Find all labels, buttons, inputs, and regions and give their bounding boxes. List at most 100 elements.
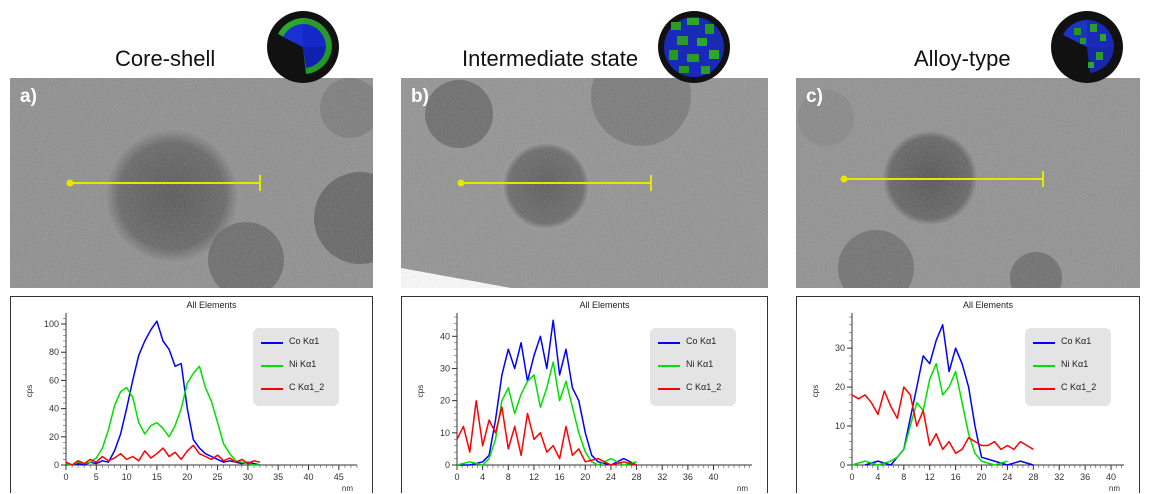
legend-item-c: C Kα1_2 bbox=[261, 382, 337, 396]
panel-c: Alloy-type c) bbox=[796, 0, 1150, 493]
tem-image: b) bbox=[401, 78, 768, 288]
x-tick-label: 32 bbox=[657, 472, 667, 482]
x-tick-label: 28 bbox=[1028, 472, 1038, 482]
series-line-ni bbox=[456, 361, 637, 466]
series-line-co bbox=[65, 320, 261, 466]
series-line-c bbox=[851, 386, 1034, 455]
x-tick-label: 20 bbox=[580, 472, 590, 482]
x-tick-label: 16 bbox=[555, 472, 565, 482]
y-tick-label: 40 bbox=[440, 331, 450, 341]
chart-svg: All Elements 0 4 8 12 16 20 24 28 32 36 40 0 10 20 30 cp… bbox=[811, 300, 1124, 493]
legend-item-co: Co Kα1 bbox=[261, 336, 337, 350]
x-tick-label: 40 bbox=[303, 472, 313, 482]
series-line-ni bbox=[851, 362, 1008, 466]
x-tick-label: 25 bbox=[213, 472, 223, 482]
alloy-sphere-icon bbox=[1050, 10, 1124, 84]
core-shell-sphere-icon bbox=[266, 10, 340, 84]
x-tick-label: 30 bbox=[243, 472, 253, 482]
x-tick-label: 16 bbox=[951, 472, 961, 482]
panel-heading: Alloy-type bbox=[914, 46, 1011, 71]
x-tick-label: 12 bbox=[925, 472, 935, 482]
legend-item-c: C Kα1_2 bbox=[1033, 382, 1109, 396]
x-tick-label: 4 bbox=[480, 472, 485, 482]
chart-svg: All Elements 0 5 10 15 20 25 30 35 40 45 0 20 40 60 80 1… bbox=[25, 300, 358, 493]
y-tick-label: 0 bbox=[840, 460, 845, 470]
y-tick-label: 20 bbox=[440, 396, 450, 406]
legend-item-co: Co Kα1 bbox=[658, 336, 734, 350]
legend-item-ni: Ni Kα1 bbox=[658, 359, 734, 373]
x-tick-label: 36 bbox=[1080, 472, 1090, 482]
y-tick-label: 80 bbox=[49, 347, 59, 357]
panel-b: Intermediate state b) bbox=[401, 0, 776, 493]
panel-label: c) bbox=[806, 86, 823, 107]
tem-image: c) bbox=[796, 78, 1140, 288]
x-tick-label: 8 bbox=[506, 472, 511, 482]
x-tick-label: 20 bbox=[977, 472, 987, 482]
x-tick-label: 12 bbox=[529, 472, 539, 482]
tem-image: a) bbox=[10, 78, 373, 288]
x-axis-label: nm bbox=[737, 484, 748, 493]
chart-svg: All Elements 0 4 8 12 16 20 24 28 32 36 40 0 10 20 30 40… bbox=[416, 300, 752, 493]
y-tick-label: 0 bbox=[54, 460, 59, 470]
y-tick-label: 30 bbox=[440, 363, 450, 373]
chart-title: All Elements bbox=[579, 300, 630, 310]
legend-item-co: Co Kα1 bbox=[1033, 336, 1109, 350]
x-axis-label: nm bbox=[342, 484, 353, 493]
y-axis-label: cps bbox=[811, 385, 820, 397]
x-tick-label: 10 bbox=[122, 472, 132, 482]
x-tick-label: 4 bbox=[875, 472, 880, 482]
chart-title: All Elements bbox=[186, 300, 237, 310]
x-tick-label: 20 bbox=[182, 472, 192, 482]
x-tick-label: 40 bbox=[709, 472, 719, 482]
series-line-co bbox=[864, 324, 1034, 466]
panel-heading: Intermediate state bbox=[462, 46, 639, 71]
x-axis-label: nm bbox=[1109, 484, 1120, 493]
x-tick-label: 35 bbox=[273, 472, 283, 482]
intermediate-sphere-icon bbox=[657, 10, 731, 84]
y-tick-label: 0 bbox=[445, 460, 450, 470]
x-tick-label: 15 bbox=[152, 472, 162, 482]
y-tick-label: 10 bbox=[440, 428, 450, 438]
x-tick-label: 32 bbox=[1054, 472, 1064, 482]
chart-title: All Elements bbox=[963, 300, 1014, 310]
legend-item-ni: Ni Kα1 bbox=[1033, 359, 1109, 373]
x-tick-label: 24 bbox=[606, 472, 616, 482]
series-line-co bbox=[457, 319, 637, 466]
y-tick-label: 20 bbox=[835, 382, 845, 392]
line-scan-chart: All Elements 0 4 8 12 16 20 24 28 32 36 40 0 10 20 30 cp… bbox=[796, 296, 1140, 493]
y-tick-label: 30 bbox=[835, 343, 845, 353]
panel-heading: Core-shell bbox=[115, 46, 216, 71]
x-tick-label: 0 bbox=[454, 472, 459, 482]
legend-item-ni: Ni Kα1 bbox=[261, 359, 337, 373]
legend-item-c: C Kα1_2 bbox=[658, 382, 734, 396]
line-scan-chart: All Elements 0 4 8 12 16 20 24 28 32 36 40 0 10 20 30 40… bbox=[401, 296, 768, 493]
chart-legend: Co Kα1 Ni Kα1 C Kα1_2 bbox=[253, 328, 339, 406]
x-tick-label: 0 bbox=[849, 472, 854, 482]
tem-micrograph bbox=[401, 78, 768, 288]
y-tick-label: 100 bbox=[44, 319, 59, 329]
panel-label: a) bbox=[20, 86, 37, 107]
x-tick-label: 45 bbox=[334, 472, 344, 482]
x-tick-label: 8 bbox=[901, 472, 906, 482]
panel-a: Core-shell a) bbox=[10, 0, 385, 493]
series-line-c bbox=[456, 399, 637, 466]
line-scan-chart: All Elements 0 5 10 15 20 25 30 35 40 45 0 20 40 60 80 1… bbox=[10, 296, 373, 493]
chart-legend: Co Kα1 Ni Kα1 C Kα1_2 bbox=[650, 328, 736, 406]
y-tick-label: 40 bbox=[49, 404, 59, 414]
tem-micrograph bbox=[10, 78, 373, 288]
x-tick-label: 40 bbox=[1106, 472, 1116, 482]
series-line-ni bbox=[65, 365, 260, 466]
y-axis-label: cps bbox=[25, 385, 34, 397]
x-tick-label: 0 bbox=[63, 472, 68, 482]
chart-legend: Co Kα1 Ni Kα1 C Kα1_2 bbox=[1025, 328, 1111, 406]
x-tick-label: 28 bbox=[632, 472, 642, 482]
x-tick-label: 5 bbox=[94, 472, 99, 482]
y-tick-label: 10 bbox=[835, 421, 845, 431]
tem-micrograph bbox=[796, 78, 1140, 288]
series-line-c bbox=[65, 444, 261, 466]
y-tick-label: 20 bbox=[49, 432, 59, 442]
panel-label: b) bbox=[411, 86, 429, 107]
y-axis-label: cps bbox=[416, 385, 425, 397]
x-tick-label: 24 bbox=[1002, 472, 1012, 482]
x-tick-label: 36 bbox=[683, 472, 693, 482]
